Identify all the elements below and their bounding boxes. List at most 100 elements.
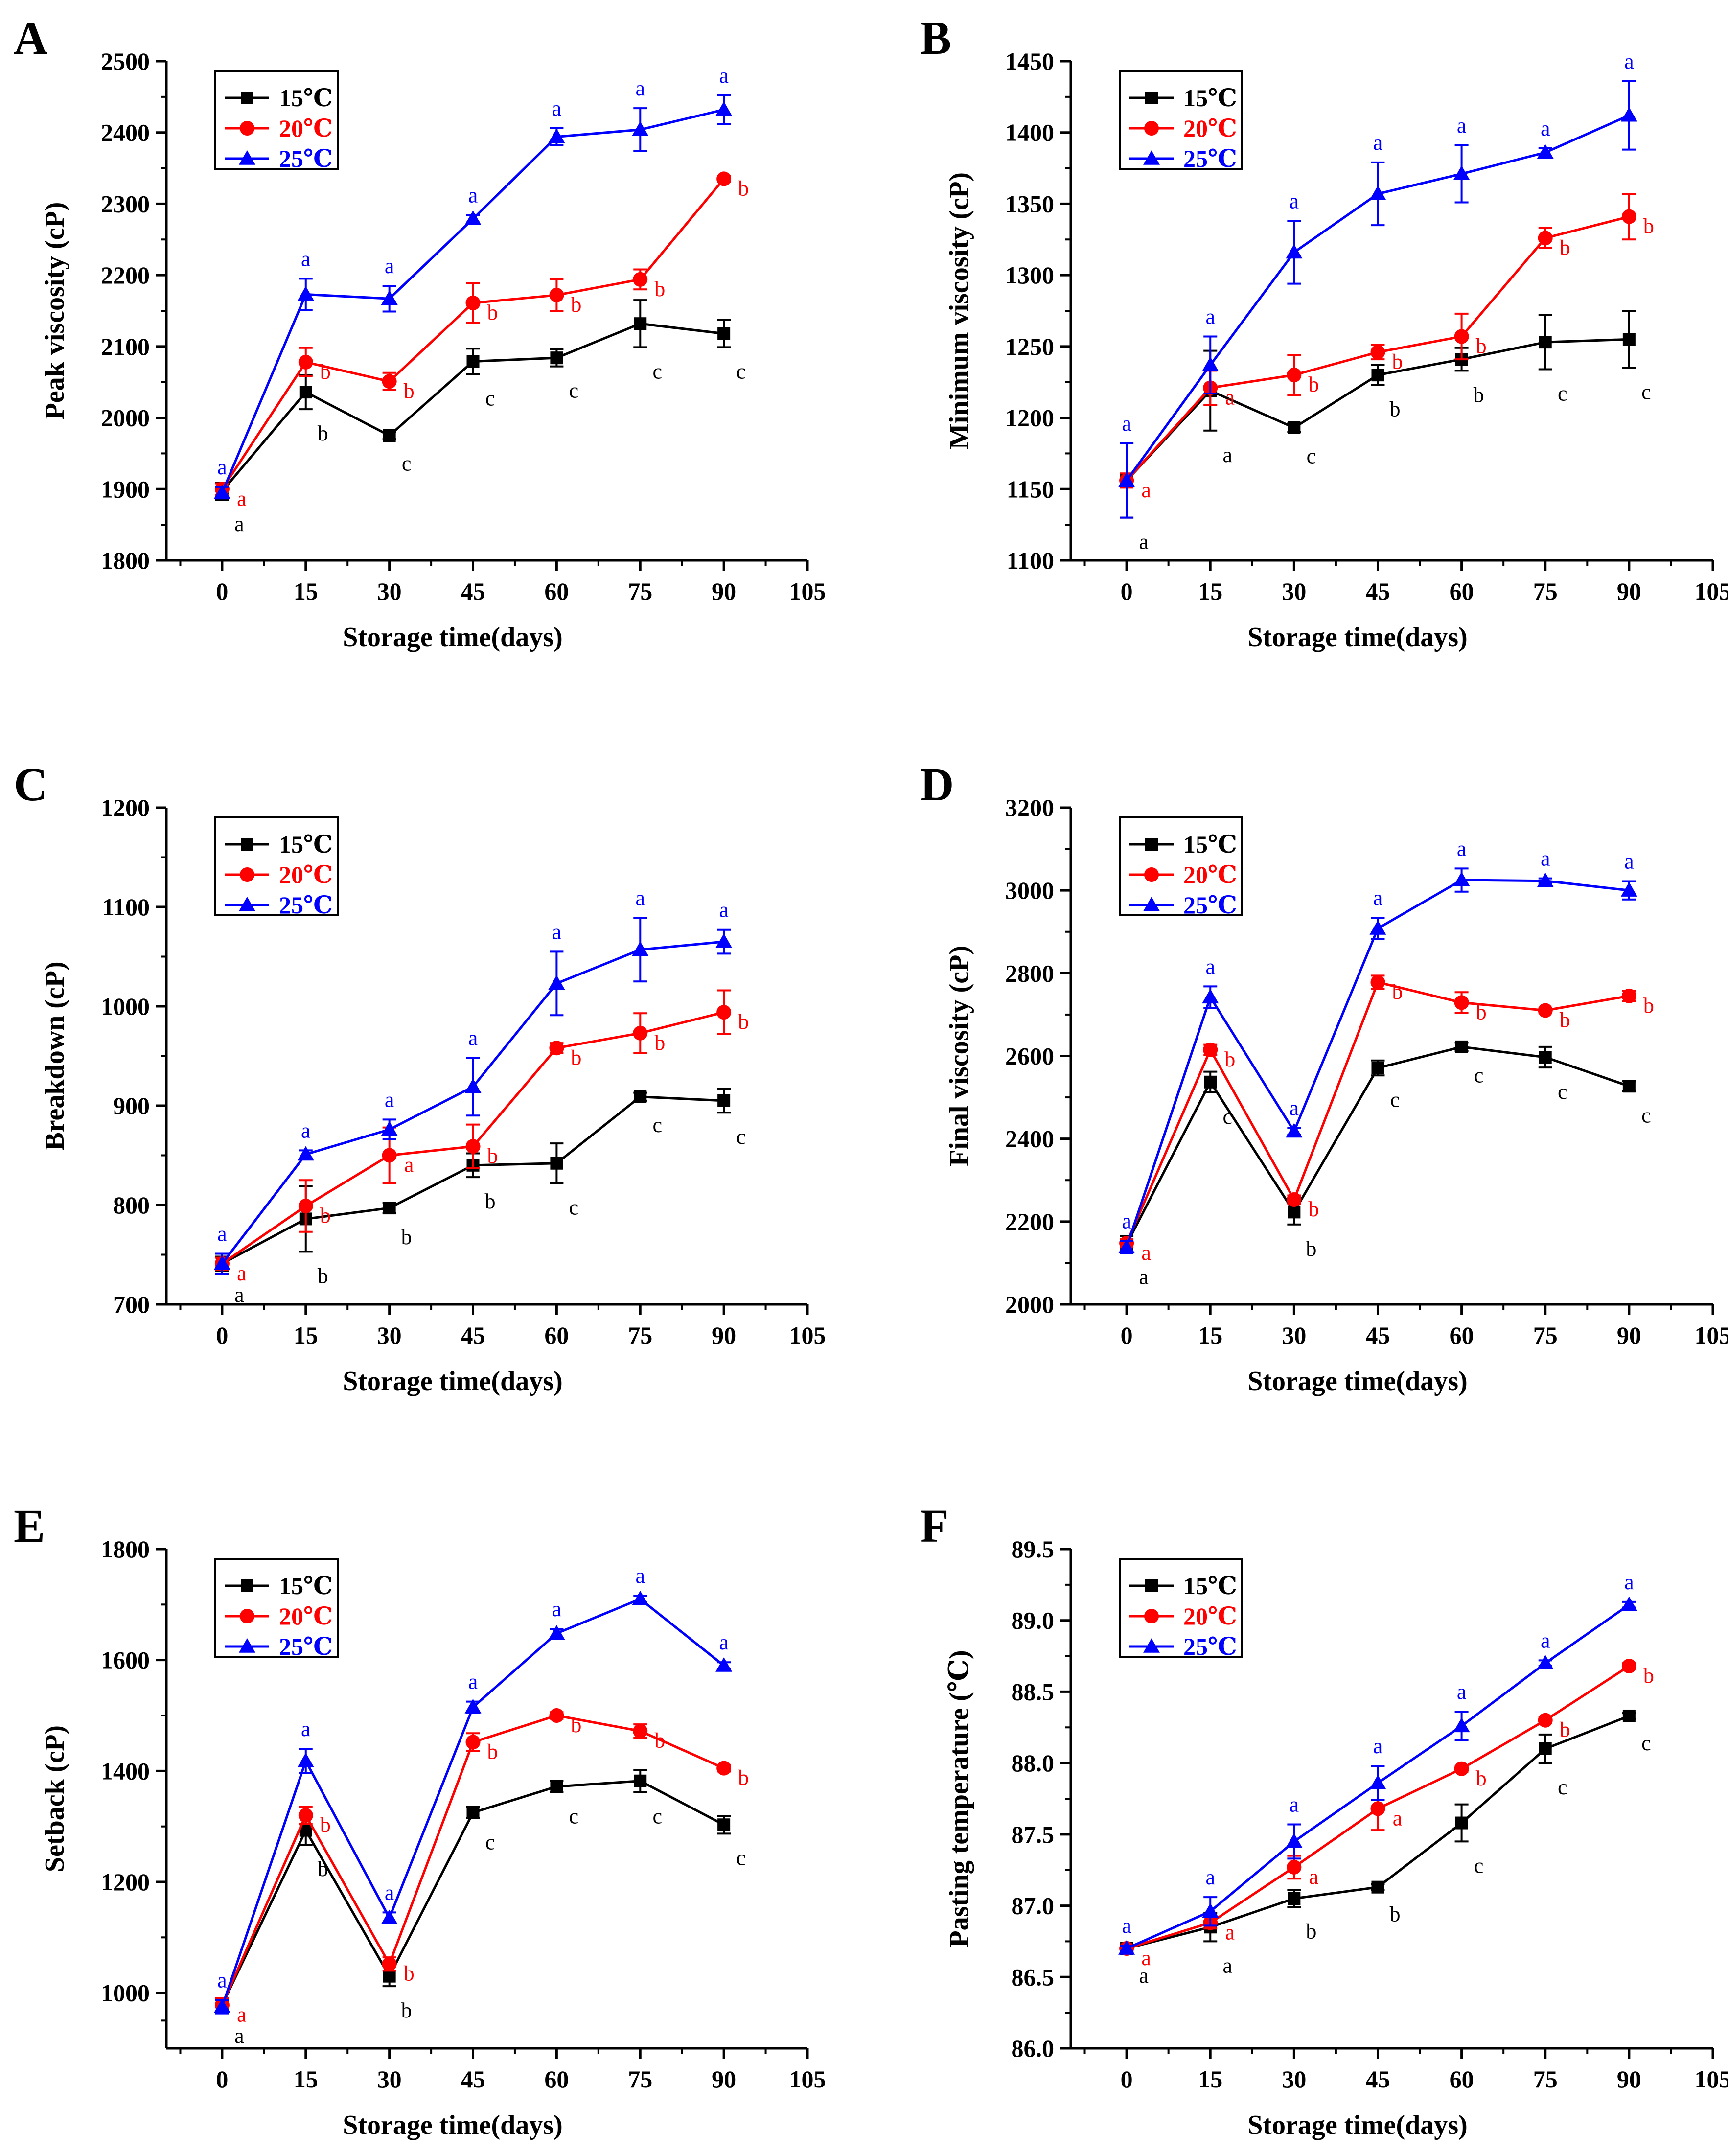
panel-f-data-point bbox=[1287, 1859, 1302, 1875]
panel-a-y-tick-label: 1800 bbox=[101, 547, 150, 574]
panel-f-y-tick-label: 87.0 bbox=[1012, 1892, 1055, 1920]
panel-e-data-point bbox=[548, 1625, 565, 1640]
panel-d-legend-label: 15℃ bbox=[1183, 831, 1237, 858]
panel-c-significance-letter: a bbox=[635, 886, 645, 910]
panel-d-data-point bbox=[1455, 1040, 1468, 1053]
panel-e-data-point bbox=[549, 1708, 564, 1723]
panel-d-significance-letter: a bbox=[1122, 1209, 1131, 1233]
panel-c-legend-label: 20℃ bbox=[279, 861, 333, 888]
panel-c-x-tick-label: 15 bbox=[294, 1321, 318, 1349]
panel-b-y-axis-title: Minimum viscosity (cP) bbox=[944, 172, 974, 449]
panel-c-data-point bbox=[464, 1078, 482, 1093]
panel-d-data-point bbox=[1286, 1123, 1303, 1138]
panel-e-significance-letter: a bbox=[234, 2024, 244, 2048]
panel-b-y-tick-label: 1200 bbox=[1005, 404, 1054, 432]
panel-e-significance-letter: c bbox=[569, 1804, 579, 1828]
panel-f-legend-marker bbox=[1143, 1638, 1160, 1653]
panel-e-legend-label: 15℃ bbox=[279, 1572, 333, 1600]
panel-b-significance-letter: a bbox=[1290, 189, 1299, 213]
panel-c-legend-marker bbox=[239, 897, 255, 911]
panel-d-y-tick-label: 2400 bbox=[1005, 1125, 1054, 1153]
panel-f-significance-letter: b bbox=[1306, 1919, 1316, 1943]
panel-c-data-point bbox=[465, 1139, 481, 1154]
panel-b-y-tick-label: 1450 bbox=[1005, 47, 1054, 75]
panel-d-significance-letter: a bbox=[1541, 847, 1550, 871]
panel-a-significance-letter: c bbox=[736, 359, 746, 383]
panel-e-data-point bbox=[633, 1723, 648, 1739]
panel-f-legend-marker bbox=[1145, 1579, 1158, 1592]
panel-c-y-tick-label: 900 bbox=[113, 1092, 150, 1119]
panel-c-data-point bbox=[549, 1041, 564, 1056]
panel-d-significance-letter: a bbox=[1457, 836, 1467, 860]
panel-f-significance-letter: c bbox=[1558, 1775, 1567, 1799]
panel-a-data-point bbox=[213, 484, 230, 499]
panel-d-data-point bbox=[1454, 995, 1469, 1010]
panel-c-legend-box bbox=[214, 816, 339, 916]
panel-c-significance-letter: c bbox=[652, 1113, 662, 1137]
panel-c-series-line bbox=[221, 1095, 724, 1265]
panel-d-y-axis-title: Final viscosity (cP) bbox=[944, 946, 974, 1166]
panel-a-y-tick-label: 2100 bbox=[101, 333, 150, 360]
panel-a-x-axis-title: Storage time(days) bbox=[343, 622, 562, 652]
panel-f-significance-letter: a bbox=[1624, 1570, 1634, 1594]
panel-f-data-point bbox=[1288, 1892, 1301, 1905]
panel-b-significance-letter: a bbox=[1225, 385, 1235, 409]
panel-a-legend-label: 20℃ bbox=[279, 115, 333, 142]
panel-a-y-tick-label: 2500 bbox=[101, 47, 150, 75]
panel-a-data-point bbox=[381, 290, 398, 305]
panel-e-data-point bbox=[213, 1998, 230, 2013]
panel-a-y-tick-label: 2200 bbox=[101, 261, 150, 289]
panel-c-x-tick-label: 0 bbox=[216, 1321, 228, 1349]
panel-b-x-axis-title: Storage time(days) bbox=[1247, 622, 1467, 652]
panel-e-significance-letter: c bbox=[736, 1846, 746, 1870]
panel-e-data-point bbox=[634, 1774, 647, 1787]
panel-e-y-tick-label: 1400 bbox=[101, 1757, 150, 1785]
panel-b-significance-letter: b bbox=[1389, 397, 1400, 421]
panel-c-x-axis-title: Storage time(days) bbox=[343, 1366, 562, 1396]
panel-a-significance-letter: a bbox=[552, 96, 562, 120]
panel-c-data-point bbox=[716, 1005, 732, 1020]
panel-d-significance-letter: b bbox=[1560, 1008, 1570, 1032]
panel-e-y-tick-label: 1000 bbox=[101, 1979, 150, 2007]
panel-f-significance-letter: a bbox=[1290, 1792, 1299, 1816]
panel-b-y-tick-label: 1100 bbox=[1007, 547, 1054, 574]
panel-d-data-point bbox=[1370, 974, 1385, 990]
panel-d-legend-label: 25℃ bbox=[1183, 891, 1237, 919]
panel-d-significance-letter: a bbox=[1141, 1241, 1151, 1265]
panel-e-significance-letter: b bbox=[654, 1729, 665, 1753]
panel-b-legend: 15℃ 20℃ 25℃ bbox=[1119, 70, 1243, 172]
panel-a-legend-marker bbox=[239, 150, 255, 165]
panel-b-significance-letter: a bbox=[1122, 412, 1131, 436]
panel-c-significance-letter: b bbox=[487, 1144, 498, 1168]
panel-a-y-tick-label: 1900 bbox=[101, 475, 150, 503]
panel-c-significance-letter: b bbox=[738, 1010, 749, 1034]
panel-f-y-tick-label: 86.5 bbox=[1012, 1963, 1055, 1991]
panel-c-significance-letter: a bbox=[468, 1026, 478, 1050]
panel-b-legend-label: 25℃ bbox=[1183, 145, 1237, 172]
panel-f-legend-box bbox=[1119, 1558, 1243, 1658]
panel-f-legend-label: 15℃ bbox=[1183, 1572, 1237, 1600]
panel-d-letter: D bbox=[920, 758, 954, 811]
panel-a-significance-letter: b bbox=[571, 293, 581, 317]
panel-d-data-point bbox=[1369, 920, 1386, 935]
panel-b-significance-letter: b bbox=[1476, 334, 1487, 358]
panel-a-data-point bbox=[632, 121, 649, 136]
panel-d-y-tick-label: 2800 bbox=[1005, 959, 1054, 987]
panel-b-data-point bbox=[1118, 472, 1135, 487]
panel-f-y-tick-label: 87.5 bbox=[1012, 1821, 1055, 1848]
panel-b-legend-marker bbox=[1144, 121, 1159, 136]
panel-b-legend-label: 15℃ bbox=[1183, 84, 1237, 112]
panel-d-legend-marker bbox=[1143, 897, 1160, 911]
panel-f-significance-letter: c bbox=[1641, 1731, 1651, 1755]
panel-f-significance-letter: b bbox=[1560, 1718, 1570, 1742]
panel-d-data-point bbox=[1118, 1239, 1135, 1254]
panel-b-x-tick-label: 0 bbox=[1121, 578, 1133, 605]
panel-e-significance-letter: a bbox=[237, 2003, 247, 2027]
panel-d-data-point bbox=[1288, 1206, 1301, 1219]
panel-e-significance-letter: a bbox=[385, 1880, 394, 1904]
panel-d-legend-marker bbox=[1144, 867, 1159, 882]
panel-f-data-point bbox=[1620, 1596, 1637, 1611]
panel-d-significance-letter: b bbox=[1306, 1237, 1316, 1261]
